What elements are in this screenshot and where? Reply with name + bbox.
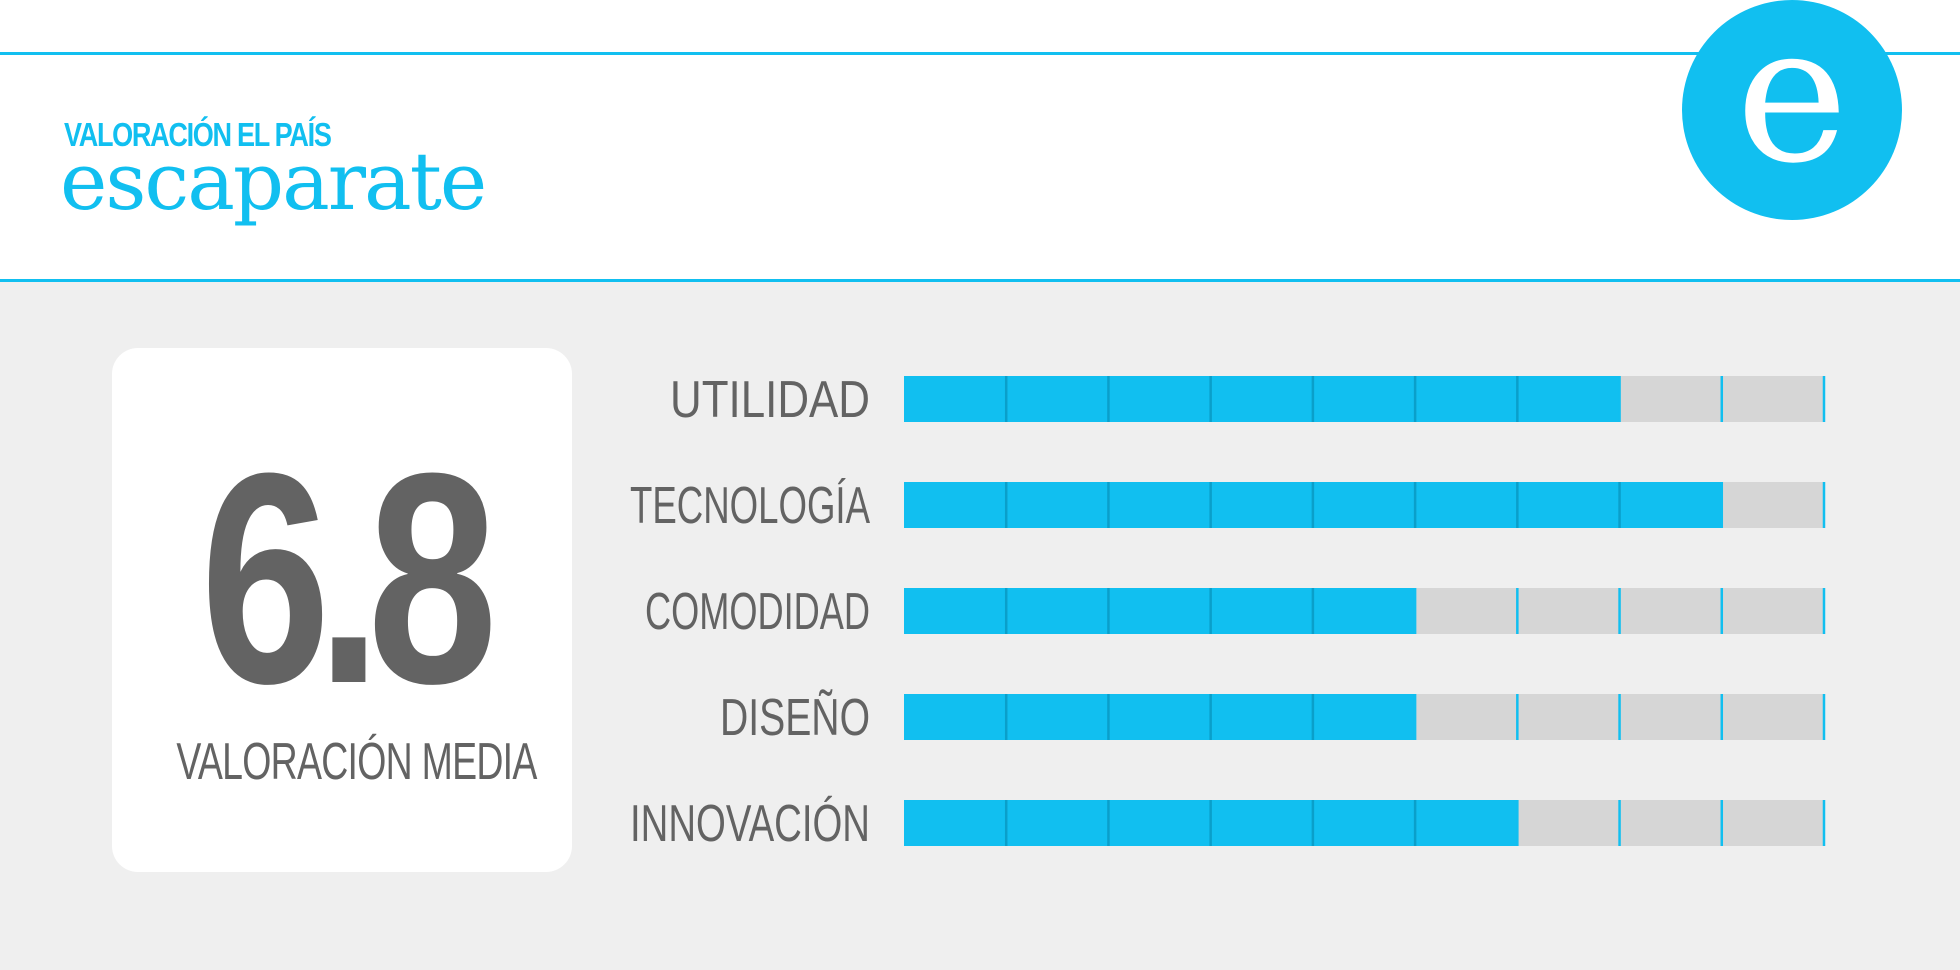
- bar-row: DISEÑO: [720, 689, 1826, 747]
- header-bottom-rule: [0, 279, 1960, 282]
- brand-kicker: VALORACIÓN EL PAÍS: [64, 116, 332, 153]
- rating-bar-chart: UTILIDAD TECNOLOGÍA COMODIDAD DISEÑO INNOVAC…: [630, 371, 1826, 853]
- category-label: DISEÑO: [720, 689, 870, 747]
- average-score-label: VALORACIÓN MEDIA: [176, 733, 537, 791]
- bar-fill: [904, 588, 1416, 634]
- bar-row: TECNOLOGÍA: [630, 477, 1826, 535]
- header: VALORACIÓN EL PAÍS escaparate e: [0, 0, 1960, 282]
- logo-letter: e: [1735, 0, 1849, 205]
- category-label: INNOVACIÓN: [630, 795, 870, 853]
- score-card: 6.8 VALORACIÓN MEDIA: [112, 348, 572, 872]
- brand-name: escaparate: [60, 135, 487, 228]
- bar-fill: [904, 376, 1620, 422]
- average-score: 6.8: [200, 410, 497, 746]
- bar-row: COMODIDAD: [645, 583, 1826, 641]
- bar-row: UTILIDAD: [670, 371, 1826, 429]
- escaparate-logo-icon: e: [1682, 0, 1902, 220]
- bar-row: INNOVACIÓN: [630, 795, 1826, 853]
- category-label: UTILIDAD: [670, 371, 870, 429]
- header-top-rule: [0, 52, 1960, 55]
- bar-fill: [904, 694, 1416, 740]
- category-label: COMODIDAD: [645, 583, 870, 641]
- category-label: TECNOLOGÍA: [630, 477, 870, 535]
